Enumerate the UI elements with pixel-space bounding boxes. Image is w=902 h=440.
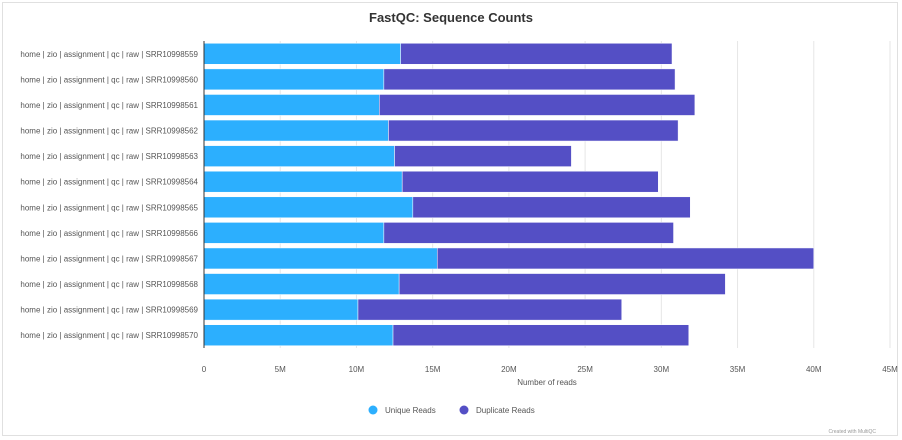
bar-duplicate-reads[interactable] (383, 222, 674, 244)
bar-duplicate-reads[interactable] (383, 68, 676, 91)
category-label: home | zio | assignment | qc | raw | SRR… (20, 75, 198, 84)
legend-label[interactable]: Unique Reads (385, 406, 436, 415)
gridlines (279, 41, 891, 348)
bar-duplicate-reads[interactable] (400, 43, 673, 65)
category-label: home | zio | assignment | qc | raw | SRR… (20, 229, 198, 238)
bar-unique-reads[interactable] (203, 94, 380, 116)
legend-marker[interactable] (368, 405, 378, 415)
bar-unique-reads[interactable] (203, 324, 394, 346)
x-tick-label: 35M (730, 365, 746, 374)
x-tick-label: 0 (202, 365, 207, 374)
credit-text: Created with MultiQC (828, 429, 876, 435)
x-axis-label: Number of reads (517, 378, 577, 387)
x-tick-labels: 0 5M 10M 15M 20M 25M 30M 35M 40M 45M (202, 365, 898, 374)
category-label: home | zio | assignment | qc | raw | SRR… (20, 127, 198, 136)
category-label: home | zio | assignment | qc | raw | SRR… (20, 203, 198, 212)
category-labels: home | zio | assignment | qc | raw | SRR… (20, 50, 198, 340)
bar-duplicate-reads[interactable] (398, 273, 726, 295)
bar-unique-reads[interactable] (203, 145, 395, 167)
x-tick-label: 15M (425, 365, 441, 374)
legend-label[interactable]: Duplicate Reads (476, 406, 535, 415)
x-tick-label: 30M (654, 365, 670, 374)
bar-duplicate-reads[interactable] (394, 145, 572, 167)
category-label: home | zio | assignment | qc | raw | SRR… (20, 306, 198, 315)
bar-duplicate-reads[interactable] (436, 247, 815, 270)
bar-unique-reads[interactable] (203, 273, 400, 295)
bar-unique-reads[interactable] (203, 119, 389, 142)
bar-unique-reads[interactable] (203, 170, 403, 193)
bar-unique-reads[interactable] (203, 222, 385, 244)
bar-duplicate-reads[interactable] (388, 119, 679, 142)
bar-duplicate-reads[interactable] (401, 170, 659, 193)
bar-unique-reads[interactable] (203, 247, 438, 270)
category-label: home | zio | assignment | qc | raw | SRR… (20, 254, 198, 263)
x-tick-label: 20M (501, 365, 517, 374)
bar-duplicate-reads[interactable] (412, 196, 691, 219)
bar-duplicate-reads[interactable] (357, 298, 622, 321)
category-label: home | zio | assignment | qc | raw | SRR… (20, 50, 198, 59)
category-label: home | zio | assignment | qc | raw | SRR… (20, 152, 198, 161)
bar-unique-reads[interactable] (203, 196, 414, 219)
x-tick-label: 5M (275, 365, 286, 374)
category-label: home | zio | assignment | qc | raw | SRR… (20, 101, 198, 110)
x-tick-label: 40M (806, 365, 822, 374)
bar-unique-reads[interactable] (203, 43, 401, 65)
bars (203, 43, 815, 346)
category-label: home | zio | assignment | qc | raw | SRR… (20, 331, 198, 340)
bar-unique-reads[interactable] (203, 298, 359, 321)
legend: Unique Reads Duplicate Reads (368, 405, 535, 415)
bar-duplicate-reads[interactable] (392, 324, 690, 346)
bar-duplicate-reads[interactable] (379, 94, 696, 116)
bar-unique-reads[interactable] (203, 68, 385, 91)
category-label: home | zio | assignment | qc | raw | SRR… (20, 178, 198, 187)
legend-marker[interactable] (459, 405, 469, 415)
x-tick-label: 25M (577, 365, 593, 374)
chart-title: FastQC: Sequence Counts (369, 10, 533, 25)
x-tick-label: 10M (349, 365, 365, 374)
category-label: home | zio | assignment | qc | raw | SRR… (20, 280, 198, 289)
x-tick-label: 45M (882, 365, 898, 374)
